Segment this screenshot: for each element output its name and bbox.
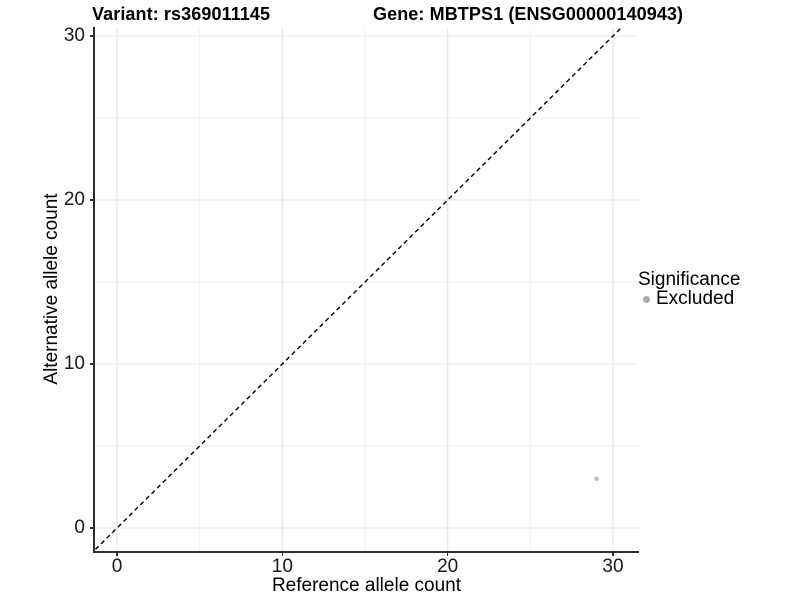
x-tick-mark: [116, 551, 118, 556]
data-point-excluded: [594, 476, 599, 482]
plot-title-variant: Variant: rs369011145: [92, 4, 271, 24]
legend-key: [638, 291, 654, 307]
y-tick-label: 10: [63, 353, 85, 374]
y-tick-mark: [89, 199, 94, 201]
x-tick-label: 30: [602, 556, 624, 577]
y-axis-title: Alternative allele count: [41, 193, 62, 385]
x-tick-mark: [612, 551, 614, 556]
legend-entry-label: Excluded: [656, 288, 735, 309]
y-tick-label: 0: [74, 517, 85, 538]
legend: Significance Excluded: [638, 270, 740, 309]
x-tick-mark: [281, 551, 284, 556]
legend-entry-excluded: Excluded: [638, 288, 740, 309]
y-tick-label: 30: [63, 25, 85, 46]
y-tick-mark: [89, 35, 94, 37]
x-tick-mark: [446, 551, 449, 556]
plot-title-gene: Gene: MBTPS1 (ENSG00000140943): [373, 4, 684, 24]
y-tick-mark: [89, 363, 94, 365]
identity-line: [95, 28, 623, 551]
x-tick-label: 10: [271, 556, 293, 577]
x-tick-label: 20: [437, 556, 459, 577]
x-axis-line: [93, 551, 639, 553]
plot-canvas: [95, 28, 638, 551]
x-tick-label: 0: [111, 556, 123, 577]
plot-panel: [95, 28, 638, 551]
x-axis-title: Reference allele count: [271, 575, 462, 596]
y-tick-mark: [89, 527, 94, 529]
excluded-point-icon: [642, 295, 650, 303]
y-axis-line: [93, 27, 96, 553]
y-tick-label: 20: [63, 189, 85, 210]
legend-title: Significance: [638, 269, 741, 290]
